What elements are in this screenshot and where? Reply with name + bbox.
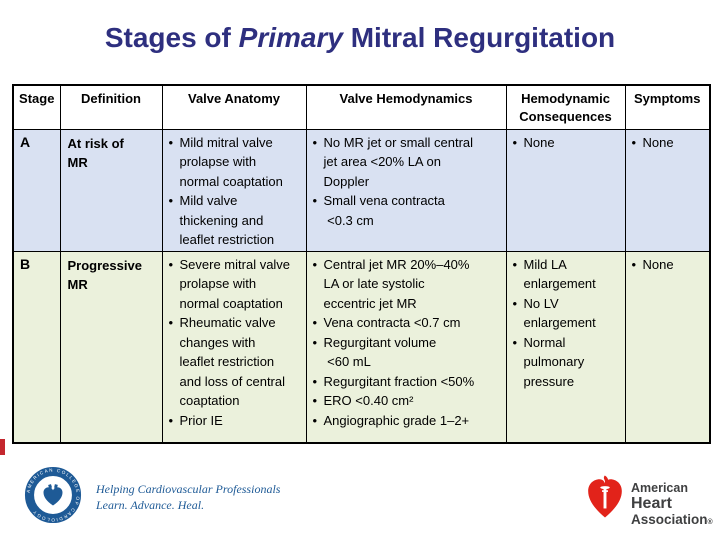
consequences-list: Mild LA enlargement No LV enlargement No… xyxy=(509,255,621,392)
header-hemodynamic-consequences: Hemodynamic Consequences xyxy=(505,84,626,130)
header-valve-hemodynamics: Valve Hemodynamics xyxy=(305,84,507,130)
page-title: Stages of Primary Mitral Regurgitation xyxy=(0,22,720,54)
bullet-item: Mild valve thickening and leaflet restri… xyxy=(169,191,302,250)
tagline-line-2: Learn. Advance. Heal. xyxy=(96,498,205,512)
title-prefix: Stages of xyxy=(104,22,239,53)
stage-b-anatomy-cell: Severe mitral valve prolapse with normal… xyxy=(161,250,307,444)
bullet-item: Mild LA enlargement xyxy=(513,255,621,294)
aha-heart-icon xyxy=(588,475,622,518)
bullet-item: Small vena contracta <0.3 cm xyxy=(313,191,502,230)
bullet-item: Vena contracta <0.7 cm xyxy=(313,313,502,333)
stage-a-definition: At risk of MR xyxy=(59,128,163,252)
bullet-item: Mild mitral valve prolapse with normal c… xyxy=(169,133,302,192)
table-row-stage-a: A At risk of MR Mild mitral valve prolap… xyxy=(12,128,711,252)
bullet-item: Central jet MR 20%–40% LA or late systol… xyxy=(313,255,502,314)
bullet-item: Severe mitral valve prolapse with normal… xyxy=(169,255,302,314)
stage-a-hemodynamics-cell: No MR jet or small central jet area <20%… xyxy=(305,128,507,252)
stage-b-letter: B xyxy=(12,250,61,444)
bullet-item: Rheumatic valve changes with leaflet res… xyxy=(169,313,302,411)
bullet-item: Regurgitant volume <60 mL xyxy=(313,333,502,372)
stage-b-definition: Progressive MR xyxy=(59,250,163,444)
bullet-item: Angiographic grade 1–2+ xyxy=(313,411,502,431)
bullet-item: ERO <0.40 cm² xyxy=(313,391,502,411)
bullet-item: Normal pulmonary pressure xyxy=(513,333,621,392)
bullet-item: None xyxy=(513,133,621,153)
acc-heart-art xyxy=(43,487,63,506)
red-accent-mark xyxy=(0,439,5,455)
title-suffix: Mitral Regurgitation xyxy=(342,22,616,53)
anatomy-list: Severe mitral valve prolapse with normal… xyxy=(165,255,302,431)
staging-table: Stage Definition Valve Anatomy Valve Hem… xyxy=(12,84,711,444)
stage-b-hemodynamics-cell: Central jet MR 20%–40% LA or late systol… xyxy=(305,250,507,444)
header-stage: Stage xyxy=(12,84,61,130)
consequences-list: None xyxy=(509,133,621,153)
bullet-item: No LV enlargement xyxy=(513,294,621,333)
hemodynamics-list: Central jet MR 20%–40% LA or late systol… xyxy=(309,255,502,431)
aha-wordmark-line-3: Association® xyxy=(631,512,713,527)
tagline-line-1: Helping Cardiovascular Professionals xyxy=(96,482,281,496)
header-valve-anatomy: Valve Anatomy xyxy=(161,84,307,130)
bullet-item: None xyxy=(632,133,706,153)
bullet-item: Prior IE xyxy=(169,411,302,431)
symptoms-list: None xyxy=(628,255,706,275)
bullet-item: Regurgitant fraction <50% xyxy=(313,372,502,392)
table-row-stage-b: B Progressive MR Severe mitral valve pro… xyxy=(12,250,711,444)
symptoms-list: None xyxy=(628,133,706,153)
stage-b-consequences-cell: Mild LA enlargement No LV enlargement No… xyxy=(505,250,626,444)
stage-a-symptoms-cell: None xyxy=(624,128,711,252)
anatomy-list: Mild mitral valve prolapse with normal c… xyxy=(165,133,302,250)
acc-tagline: Helping Cardiovascular Professionals Lea… xyxy=(96,481,280,513)
acc-seal-icon: AMERICAN COLLEGE OF CARDIOLOGY xyxy=(24,466,82,524)
header-symptoms: Symptoms xyxy=(624,84,711,130)
title-emphasis: Primary xyxy=(238,22,343,53)
header-definition: Definition xyxy=(59,84,163,130)
aha-wordmark-line-1: American xyxy=(631,481,688,495)
aha-wordmark: American Heart Association® xyxy=(631,481,713,530)
stage-a-consequences-cell: None xyxy=(505,128,626,252)
registered-trademark-symbol: ® xyxy=(707,519,713,526)
bullet-item: None xyxy=(632,255,706,275)
stage-b-symptoms-cell: None xyxy=(624,250,711,444)
hemodynamics-list: No MR jet or small central jet area <20%… xyxy=(309,133,502,231)
header-row: Stage Definition Valve Anatomy Valve Hem… xyxy=(12,84,711,130)
stage-a-anatomy-cell: Mild mitral valve prolapse with normal c… xyxy=(161,128,307,252)
stage-a-letter: A xyxy=(12,128,61,252)
aha-wordmark-line-2: Heart xyxy=(631,495,672,512)
bullet-item: No MR jet or small central jet area <20%… xyxy=(313,133,502,192)
